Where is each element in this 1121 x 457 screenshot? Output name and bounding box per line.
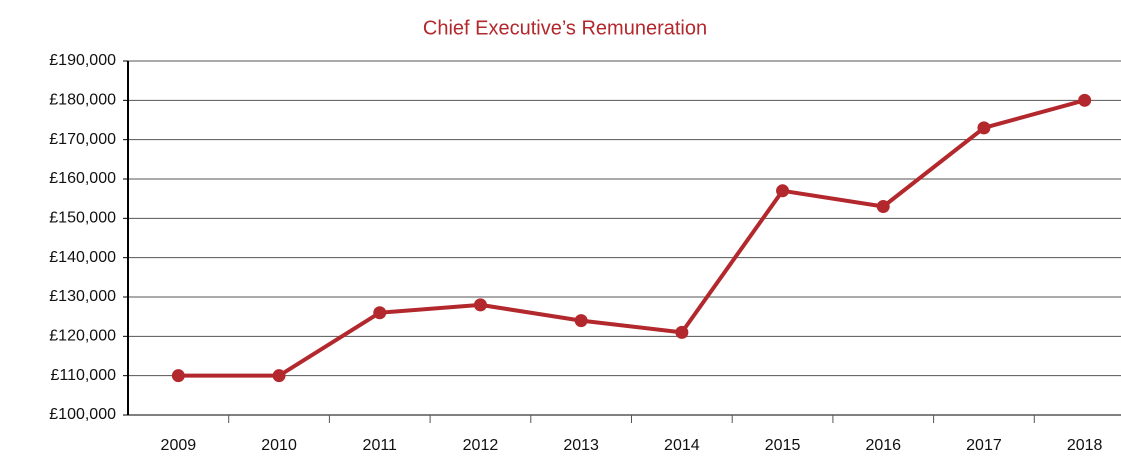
y-tick-label: £180,000 [49, 92, 116, 109]
x-tick-label: 2014 [664, 437, 700, 454]
y-tick-label: £110,000 [50, 367, 116, 384]
y-tick-label: £130,000 [49, 288, 116, 305]
y-tick-label: £140,000 [49, 249, 116, 266]
x-tick-label: 2016 [865, 437, 901, 454]
point [1078, 93, 1092, 107]
x-tick-label: 2012 [463, 437, 499, 454]
x-tick-label: 2010 [261, 437, 297, 454]
x-tick-label: 2015 [765, 437, 801, 454]
point [876, 200, 890, 214]
y-tick-label: £160,000 [49, 170, 116, 187]
point [171, 369, 185, 383]
point [675, 325, 689, 339]
point [272, 369, 286, 383]
point [574, 314, 588, 328]
chart-title: Chief Executive’s Remuneration [423, 17, 707, 39]
point [373, 306, 387, 320]
x-tick-label: 2017 [966, 437, 1002, 454]
line [178, 98, 1086, 378]
x-tick-label: 2009 [161, 437, 197, 454]
x-tick-label: 2018 [1067, 437, 1103, 454]
x-tick-label: 2011 [363, 437, 398, 454]
y-tick-label: £190,000 [49, 52, 116, 69]
x-tick-label: 2013 [563, 437, 599, 454]
y-tick-label: £170,000 [49, 131, 116, 148]
point [977, 121, 991, 135]
y-tick-label: £150,000 [49, 210, 116, 227]
y-tick-label: £100,000 [49, 406, 116, 423]
point [473, 298, 487, 312]
point [776, 184, 790, 198]
y-tick-label: £120,000 [49, 328, 116, 345]
